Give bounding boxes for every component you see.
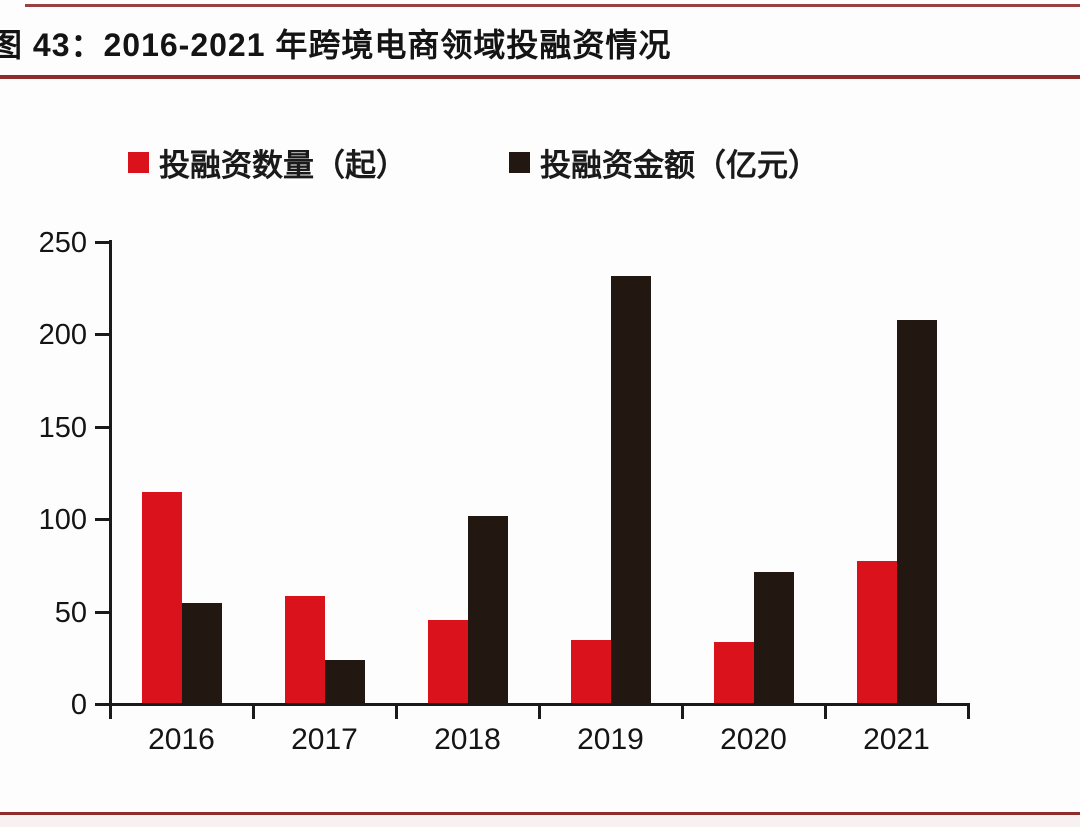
y-tick-label: 50	[54, 596, 87, 629]
x-tick-label: 2016	[148, 723, 215, 756]
legend-swatch-red	[128, 152, 149, 173]
legend-label-amount: 投融资金额（亿元）	[540, 148, 819, 183]
y-tick-label: 250	[38, 227, 87, 259]
x-tick-mark	[967, 703, 970, 719]
bar-amount-2019	[610, 276, 651, 703]
bar-count-2018	[427, 619, 468, 703]
y-tick-mark	[95, 518, 110, 522]
y-tick-mark	[95, 425, 110, 429]
bar-count-2016	[141, 492, 182, 703]
y-tick-mark	[95, 333, 110, 337]
bar-count-2019	[570, 640, 611, 703]
x-tick-mark	[824, 703, 827, 719]
x-tick-mark	[681, 703, 684, 719]
bar-amount-2016	[181, 603, 222, 703]
legend-label-count: 投融资数量（起）	[159, 148, 407, 183]
bar-amount-2017	[324, 660, 365, 703]
y-tick-label: 100	[38, 504, 87, 537]
x-tick-mark	[538, 703, 541, 719]
y-tick-label: 200	[38, 319, 87, 352]
chart-legend: 投融资数量（起） 投融资金额（亿元）	[128, 140, 819, 185]
x-tick-label: 2019	[577, 723, 644, 756]
bottom-band	[0, 815, 1080, 827]
x-tick-mark	[109, 703, 112, 719]
figure-title: 图 43：2016-2021 年跨境电商领域投融资情况	[0, 27, 672, 63]
x-tick-label: 2018	[434, 723, 501, 756]
x-tick-mark	[252, 703, 255, 719]
y-axis-line	[109, 240, 112, 706]
legend-item-amount: 投融资金额（亿元）	[509, 140, 819, 185]
legend-swatch-black	[509, 152, 530, 173]
legend-item-count: 投融资数量（起）	[128, 140, 407, 185]
bar-count-2020	[713, 642, 754, 703]
y-tick-mark	[95, 610, 110, 614]
top-accent-line	[25, 4, 1080, 7]
title-underline	[0, 75, 1080, 79]
y-tick-mark	[95, 703, 110, 706]
bar-count-2021	[856, 560, 897, 703]
bar-amount-2021	[896, 320, 937, 703]
x-tick-label: 2021	[863, 723, 930, 756]
y-tick-label: 0	[70, 689, 87, 721]
y-tick-mark	[95, 241, 110, 244]
bar-count-2017	[284, 595, 325, 703]
x-tick-label: 2020	[720, 723, 787, 756]
x-tick-mark	[395, 703, 398, 719]
bar-amount-2020	[753, 571, 794, 703]
bar-amount-2018	[467, 516, 508, 703]
bottom-accent-line	[0, 812, 1080, 815]
y-tick-label: 150	[38, 411, 87, 444]
x-tick-label: 2017	[291, 723, 358, 756]
